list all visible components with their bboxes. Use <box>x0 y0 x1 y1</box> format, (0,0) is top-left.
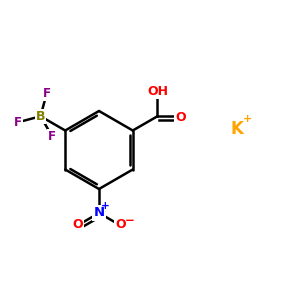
Text: N: N <box>93 206 105 220</box>
Text: F: F <box>48 130 56 143</box>
Text: O: O <box>72 218 83 231</box>
Text: F: F <box>14 116 22 129</box>
Text: B: B <box>36 110 45 123</box>
Text: +: + <box>101 201 110 212</box>
Text: O: O <box>175 111 186 124</box>
Text: O: O <box>116 218 126 231</box>
Text: K: K <box>231 120 243 138</box>
Text: F: F <box>43 87 51 100</box>
Text: OH: OH <box>147 85 168 98</box>
Text: −: − <box>125 214 135 227</box>
Text: +: + <box>243 113 252 124</box>
